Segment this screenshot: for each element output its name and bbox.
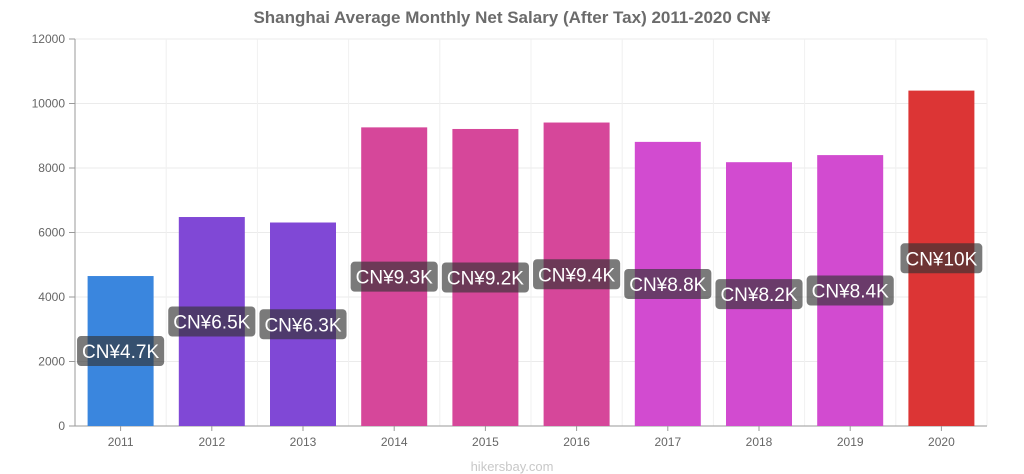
data-label-text: CN¥8.2K [720,285,797,306]
x-tick-label: 2011 [108,435,134,449]
data-label-text: CN¥9.3K [356,268,433,289]
data-label-text: CN¥4.7K [82,342,159,363]
y-tick-label: 12000 [32,32,66,46]
data-label-bg [806,275,894,306]
data-label: CN¥8.4K [806,275,894,306]
data-label-bg [168,306,256,337]
data-label-bg [533,259,621,290]
x-tick-label: 2012 [198,435,225,449]
x-tick-label: 2013 [290,435,317,449]
data-label-bg [441,262,529,293]
data-label-bg [900,243,983,274]
chart-title: Shanghai Average Monthly Net Salary (Aft… [253,8,771,27]
data-label-text: CN¥10K [905,249,977,270]
data-label: CN¥9.2K [441,262,529,293]
data-label: CN¥4.7K [77,336,165,367]
data-label-bg [715,279,803,310]
y-tick-label: 10000 [32,97,66,111]
data-label: CN¥10K [900,243,983,274]
data-label-text: CN¥8.4K [812,282,889,303]
data-label-bg [350,261,438,292]
x-tick-label: 2019 [837,435,864,449]
y-tick-label: 8000 [38,161,65,175]
data-label-bg [77,336,165,367]
y-tick-label: 2000 [38,355,65,369]
data-label-text: CN¥8.8K [629,275,706,296]
data-label: CN¥9.3K [350,261,438,292]
data-label-text: CN¥6.5K [173,313,250,334]
x-tick-label: 2018 [746,435,773,449]
data-label: CN¥6.3K [259,309,347,340]
data-label: CN¥6.5K [168,306,256,337]
data-label: CN¥9.4K [533,259,621,290]
y-tick-label: 4000 [38,290,65,304]
x-tick-label: 2017 [654,435,681,449]
data-label-bg [259,309,347,340]
watermark: hikersbay.com [470,459,554,474]
x-tick-label: 2015 [472,435,499,449]
y-tick-label: 0 [58,419,65,433]
data-label-text: CN¥9.2K [447,268,524,289]
x-tick-label: 2020 [928,435,955,449]
data-label-bg [624,268,712,299]
x-tick-label: 2016 [563,435,590,449]
data-label: CN¥8.2K [715,279,803,310]
data-label-text: CN¥9.4K [538,265,615,286]
x-tick-label: 2014 [381,435,408,449]
data-label: CN¥8.8K [624,268,712,299]
y-tick-label: 6000 [38,226,65,240]
data-label-text: CN¥6.3K [264,315,341,336]
data-labels: CN¥4.7K CN¥6.5K CN¥6.3K CN¥9.3K CN¥9.2K CN¥9.… [77,243,983,367]
